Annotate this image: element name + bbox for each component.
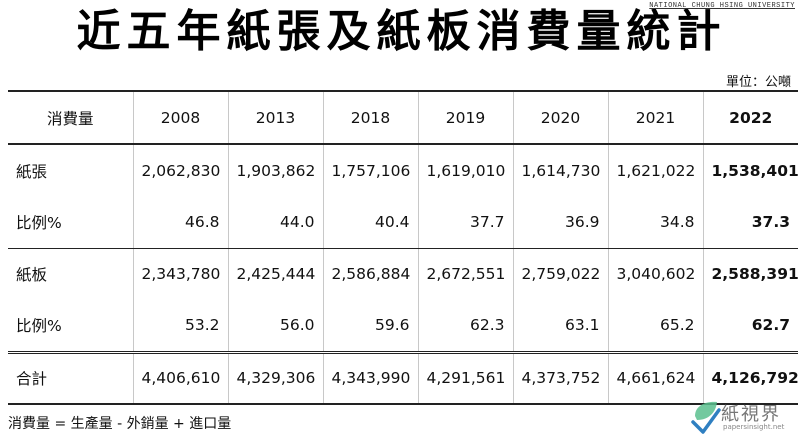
logo-text: 紙視界: [721, 404, 781, 425]
row-label: 紙張: [16, 162, 48, 181]
table-cell: 56.0: [227, 300, 323, 352]
table-cell: 3,040,602: [607, 248, 703, 300]
page-title: 近五年紙張及紙板消費量統計: [76, 6, 727, 57]
table-cell: 62.3: [417, 300, 513, 352]
table-cell: 1,614,730: [512, 144, 608, 196]
table-cell: 46.8: [132, 196, 228, 249]
header-cell: 2020: [512, 90, 608, 145]
table-cell: 53.2: [132, 300, 228, 352]
table-cell: 4,373,752: [512, 350, 608, 405]
header-cell: 2022: [702, 90, 798, 145]
table-cell: 4,661,624: [607, 350, 703, 405]
consumption-table: 消費量 2008 2013 2018 2019 2020 2021 2022 紙…: [8, 90, 799, 405]
table-cell: 2,343,780: [132, 248, 228, 300]
row-label: 比例%: [8, 196, 133, 249]
header-cell: 2008: [132, 90, 228, 145]
table-cell: 4,329,306: [227, 350, 323, 405]
table-cell: 36.9: [512, 196, 608, 249]
table-cell: 1,619,010: [417, 144, 513, 196]
university-watermark: NATIONAL CHUNG HSING UNIVERSITY: [649, 2, 795, 10]
header-cell: 2021: [607, 90, 703, 145]
table-cell: 4,126,792: [702, 350, 799, 405]
table-cell: 4,406,610: [132, 350, 228, 405]
table-cell: 2,672,551: [417, 248, 513, 300]
table-cell: 1,903,862: [227, 144, 323, 196]
table-cell: 1,757,106: [322, 144, 418, 196]
leaf-logo-icon: [691, 401, 721, 434]
table-cell: 2,759,022: [512, 248, 608, 300]
table-row-total: 合計 4,406,610 4,329,306 4,343,990 4,291,5…: [8, 350, 799, 405]
table-cell: 65.2: [607, 300, 703, 352]
header-cell: 消費量: [8, 90, 133, 145]
header-cell: 2013: [227, 90, 323, 145]
row-label: 紙板: [16, 266, 48, 285]
logo-subtext: papersinsight.net: [723, 423, 785, 431]
table-cell: 37.3: [702, 196, 798, 249]
table-cell: 1,621,022: [607, 144, 703, 196]
table-row: 比例% 53.2 56.0 59.6 62.3 63.1 65.2 62.7: [8, 300, 798, 352]
table-cell: 44.0: [227, 196, 323, 249]
table-cell: 2,062,830: [132, 144, 228, 196]
paper-insight-logo: 紙視界 papersinsight.net: [689, 397, 799, 437]
table-cell: 37.7: [417, 196, 513, 249]
table-cell: 59.6: [322, 300, 418, 352]
table-row: 紙張 2,062,830 1,903,862 1,757,106 1,619,0…: [8, 144, 799, 196]
table-cell: 2,588,391: [702, 248, 799, 300]
formula-footnote: 消費量 = 生產量 - 外銷量 + 進口量: [8, 416, 232, 432]
table-cell: 62.7: [702, 300, 798, 352]
unit-label: 單位：公噸: [725, 75, 791, 90]
table-cell: 40.4: [322, 196, 418, 249]
table-header-row: 消費量 2008 2013 2018 2019 2020 2021 2022: [8, 90, 798, 145]
row-label: 合計: [8, 350, 133, 405]
table-cell: 4,291,561: [417, 350, 513, 405]
table-cell: 2,586,884: [322, 248, 418, 300]
table-cell: 1,538,401: [702, 144, 799, 196]
table-cell: 4,343,990: [322, 350, 418, 405]
header-cell: 2018: [322, 90, 418, 145]
table-row: 紙板 2,343,780 2,425,444 2,586,884 2,672,5…: [8, 248, 799, 300]
table-row: 比例% 46.8 44.0 40.4 37.7 36.9 34.8 37.3: [8, 196, 798, 249]
table-cell: 2,425,444: [227, 248, 323, 300]
table-cell: 63.1: [512, 300, 608, 352]
table-cell: 34.8: [607, 196, 703, 249]
row-label: 比例%: [16, 317, 62, 336]
header-cell: 2019: [417, 90, 513, 145]
